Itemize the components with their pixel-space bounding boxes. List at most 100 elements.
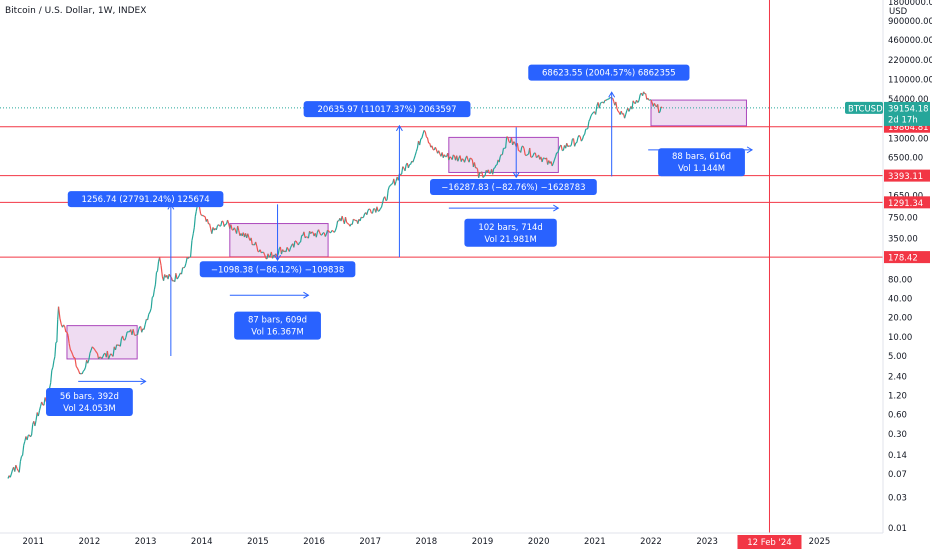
- price-segment: [283, 250, 286, 253]
- price-segment: [625, 110, 628, 115]
- price-segment: [317, 229, 321, 233]
- price-segment: [10, 469, 14, 475]
- price-segment: [72, 354, 75, 358]
- measure-arrowhead-5: [608, 91, 616, 98]
- price-segment: [101, 356, 104, 359]
- y-tick-8: 6500.00: [888, 154, 923, 164]
- price-segment: [574, 142, 577, 147]
- price-segment: [264, 254, 267, 259]
- price-segment: [233, 227, 236, 231]
- measure-label-box-2: [199, 261, 356, 278]
- price-segment: [75, 365, 78, 369]
- price-segment: [463, 158, 467, 163]
- range-box-3: [448, 136, 559, 173]
- price-segment: [121, 335, 125, 341]
- price-segment: [44, 397, 47, 402]
- level-tag-label-3: 3393.11: [888, 172, 923, 182]
- y-tick-5: 110000.00: [888, 75, 932, 85]
- price-segment: [557, 149, 560, 153]
- price-segment: [119, 338, 123, 347]
- price-segment: [600, 101, 602, 104]
- price-segment: [277, 248, 280, 255]
- price-segment: [469, 157, 472, 160]
- price-segment: [54, 342, 57, 357]
- price-segment: [584, 129, 587, 135]
- price-segment: [645, 93, 648, 100]
- price-segment: [38, 406, 42, 411]
- price-segment: [110, 353, 113, 356]
- last-price-tag: [884, 101, 930, 126]
- measure-label-2: −1098.38 (−86.12%) −109838: [211, 265, 344, 275]
- price-segment: [91, 346, 94, 349]
- price-segment: [380, 202, 384, 208]
- price-segment: [516, 143, 520, 151]
- price-segment: [81, 370, 84, 375]
- x-tick-4: 2014: [191, 537, 213, 547]
- x-tick-3: 2013: [135, 537, 157, 547]
- price-segment: [423, 129, 426, 133]
- measure-label-1: 1256.74 (27791.24%) 125674: [81, 195, 209, 205]
- price-segment: [534, 152, 538, 158]
- price-segment: [379, 207, 382, 210]
- x-tick-14: 2025: [809, 537, 831, 547]
- price-segment: [102, 353, 105, 357]
- price-segment: [569, 144, 572, 147]
- price-segment: [394, 181, 397, 186]
- price-segment: [226, 219, 230, 224]
- price-segment: [404, 164, 407, 171]
- price-segment: [262, 251, 266, 255]
- price-segment: [94, 350, 97, 353]
- price-segment: [346, 221, 349, 225]
- price-segment: [522, 145, 525, 149]
- price-segment: [531, 155, 534, 158]
- price-segment: [587, 121, 590, 129]
- y-tick-3: 460000.00: [888, 36, 932, 46]
- price-segment: [354, 219, 356, 222]
- y-tick-4: 220000.00: [888, 56, 932, 66]
- price-segment: [303, 231, 306, 238]
- range-arrowhead-1: [140, 377, 147, 385]
- price-segment: [536, 156, 538, 159]
- range-label-box-4: [658, 148, 745, 177]
- price-segment: [206, 219, 210, 225]
- price-segment: [583, 133, 586, 136]
- y-tick-15: 10.00: [888, 333, 912, 343]
- price-segment: [589, 115, 592, 120]
- price-segment: [116, 344, 119, 346]
- price-segment: [191, 233, 194, 241]
- price-segment: [378, 208, 381, 212]
- price-segment: [22, 445, 25, 456]
- price-segment: [29, 434, 33, 438]
- price-segment: [106, 350, 110, 360]
- price-segment: [19, 456, 23, 462]
- price-segment: [83, 367, 87, 371]
- price-segment: [187, 256, 190, 259]
- date-marker-tag: [737, 535, 802, 549]
- price-segment: [16, 468, 19, 471]
- price-segment: [617, 110, 620, 113]
- x-tick-13: 2023: [696, 537, 718, 547]
- price-segment: [221, 220, 224, 223]
- price-segment: [624, 114, 627, 119]
- price-segment: [452, 154, 455, 157]
- price-segment: [148, 311, 151, 315]
- price-segment: [366, 210, 369, 215]
- price-segment: [327, 229, 329, 232]
- price-segment: [506, 136, 509, 138]
- measure-label-5: 68623.55 (2004.57%) 6862355: [542, 69, 676, 79]
- price-segment: [468, 157, 471, 163]
- last-price-label: 39154.18: [888, 104, 929, 114]
- price-segment: [159, 257, 162, 266]
- price-segment: [413, 155, 416, 160]
- price-segment: [150, 297, 153, 309]
- y-tick-14: 20.00: [888, 314, 912, 324]
- price-segment: [180, 267, 184, 275]
- level-tag-5: [884, 251, 930, 264]
- price-segment: [76, 367, 80, 371]
- price-segment: [499, 154, 502, 157]
- price-segment: [114, 344, 118, 351]
- price-segment: [289, 245, 293, 249]
- price-segment: [250, 237, 253, 245]
